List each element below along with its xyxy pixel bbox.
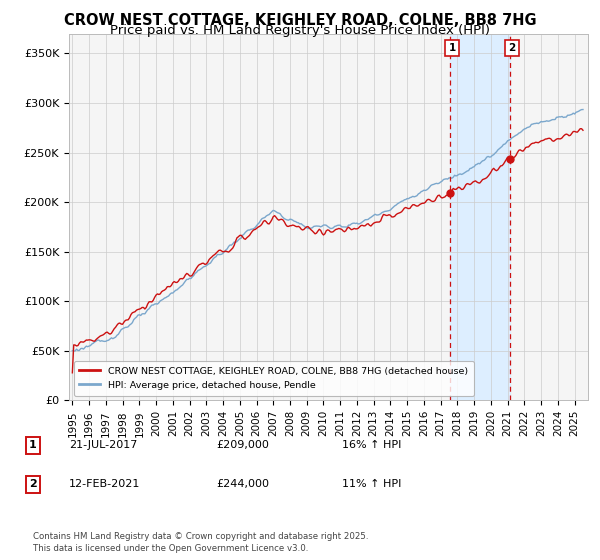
Text: £209,000: £209,000 [216, 440, 269, 450]
Text: 21-JUL-2017: 21-JUL-2017 [69, 440, 137, 450]
Bar [450, 34, 509, 400]
Legend: CROW NEST COTTAGE, KEIGHLEY ROAD, COLNE, BB8 7HG (detached house), HPI: Average : CROW NEST COTTAGE, KEIGHLEY ROAD, COLNE,… [74, 361, 473, 396]
Text: 1: 1 [29, 440, 37, 450]
Text: £244,000: £244,000 [216, 479, 269, 489]
Text: Contains HM Land Registry data © Crown copyright and database right 2025.
This d: Contains HM Land Registry data © Crown c… [33, 533, 368, 553]
Text: 11% ↑ HPI: 11% ↑ HPI [342, 479, 401, 489]
Text: Price paid vs. HM Land Registry's House Price Index (HPI): Price paid vs. HM Land Registry's House … [110, 24, 490, 36]
Text: 12-FEB-2021: 12-FEB-2021 [69, 479, 140, 489]
Text: 2: 2 [29, 479, 37, 489]
Text: 1: 1 [449, 43, 456, 53]
Text: 2: 2 [509, 43, 516, 53]
Text: CROW NEST COTTAGE, KEIGHLEY ROAD, COLNE, BB8 7HG: CROW NEST COTTAGE, KEIGHLEY ROAD, COLNE,… [64, 13, 536, 29]
Text: 16% ↑ HPI: 16% ↑ HPI [342, 440, 401, 450]
